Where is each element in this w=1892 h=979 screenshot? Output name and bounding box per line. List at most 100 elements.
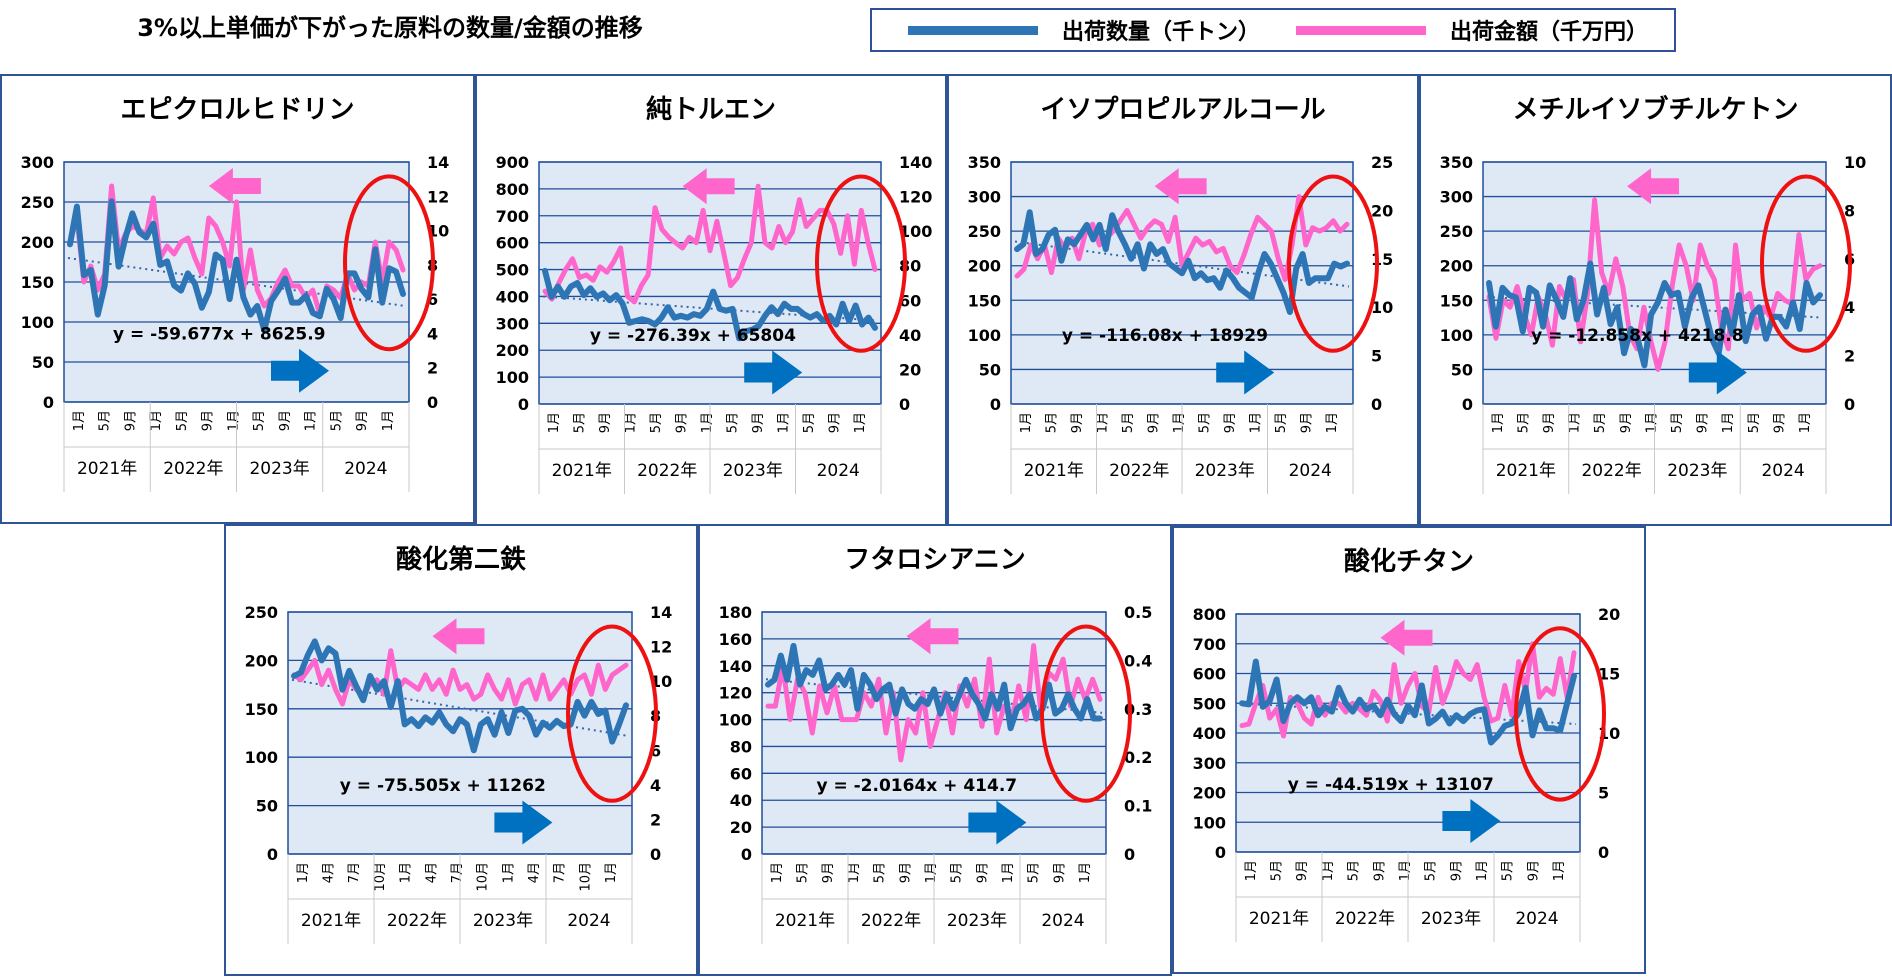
month-tick-label: 1月: [1568, 412, 1583, 433]
year-tick-label: 2022年: [163, 459, 223, 479]
y-tick-left: 50: [1451, 360, 1473, 379]
month-tick-label: 10月: [476, 862, 491, 892]
month-tick-label: 9月: [1300, 412, 1315, 433]
month-tick-label: 9月: [1052, 862, 1067, 883]
month-tick-label: 9月: [898, 862, 913, 883]
legend-line-quantity: [908, 25, 1038, 35]
trend-equation: y = -2.0164x + 414.7: [816, 776, 1017, 796]
y-tick-left: 40: [730, 791, 752, 810]
y-tick-right: 0.4: [1124, 651, 1152, 670]
trend-equation: y = -59.677x + 8625.9: [113, 325, 325, 345]
y-tick-right: 20: [1598, 605, 1620, 624]
year-tick-label: 2023年: [473, 911, 533, 931]
month-tick-label: 9月: [1223, 412, 1238, 433]
y-tick-left: 250: [968, 222, 1001, 241]
page-title: 3%以上単価が下がった原料の数量/金額の推移: [137, 14, 643, 42]
month-tick-label: 9月: [1070, 412, 1085, 433]
month-tick-label: 5月: [1197, 412, 1212, 433]
month-tick-label: 5月: [252, 410, 267, 431]
chart-title: エピクロルヒドリン: [120, 95, 354, 125]
year-tick-label: 2022年: [1109, 461, 1169, 481]
trend-equation: y = -12.858x + 4218.8: [1531, 326, 1743, 346]
y-tick-left: 400: [1193, 724, 1226, 743]
month-tick-label: 5月: [1044, 412, 1059, 433]
y-tick-left: 700: [496, 207, 529, 226]
chart-svg: フタロシアニン 0 20 40 60 80 100 120 140 160 180 0 0.1 0.2 0.…: [719, 545, 1152, 944]
trend-line: [542, 295, 878, 322]
month-tick-label: 1月: [700, 412, 715, 433]
highlight-ellipse: [815, 174, 907, 353]
month-tick-label: 5月: [796, 862, 811, 883]
month-tick-label: 1月: [1249, 412, 1264, 433]
y-tick-left: 300: [1193, 754, 1226, 773]
month-tick-label: 5月: [1270, 860, 1285, 881]
year-tick-label: 2023年: [723, 461, 783, 481]
month-tick-label: 9月: [201, 410, 216, 431]
month-tick-label: 9月: [821, 862, 836, 883]
month-tick-label: 5月: [98, 410, 113, 431]
left-axis-arrow-icon: [1154, 168, 1207, 205]
month-tick-label: 1月: [1244, 860, 1259, 881]
highlight-ellipse: [1287, 174, 1379, 353]
month-tick-label: 9月: [123, 410, 138, 431]
month-tick-label: 9月: [828, 412, 843, 433]
y-tick-right: 80: [899, 257, 921, 276]
month-tick-label: 1月: [1001, 862, 1016, 883]
y-tick-right: 14: [650, 603, 672, 622]
right-axis-arrow-icon: [968, 800, 1027, 845]
month-tick-label: 1月: [399, 862, 414, 883]
month-tick-label: 5月: [1501, 860, 1516, 881]
chart-panel-titanium-oxide: 酸化チタン 0 100 200 300 400 500 600 700 800 0 5 10 15 20 1月…: [1172, 526, 1646, 974]
left-axis-arrow-icon: [906, 618, 959, 655]
year-tick-label: 2023年: [1195, 461, 1255, 481]
month-tick-label: 1月: [226, 410, 241, 431]
month-tick-label: 7月: [450, 862, 465, 883]
highlight-ellipse: [566, 624, 658, 803]
y-tick-right: 8: [1844, 201, 1855, 220]
year-tick-label: 2024: [1289, 461, 1332, 481]
month-tick-label: 1月: [72, 410, 87, 431]
year-tick-label: 2024: [344, 459, 387, 479]
chart-panel-phthalocyanine: フタロシアニン 0 20 40 60 80 100 120 140 160 180 0 0.1 0.2 0.…: [698, 524, 1172, 976]
highlight-ellipse: [1514, 626, 1606, 802]
y-tick-right: 20: [1371, 201, 1393, 220]
month-tick-label: 1月: [847, 862, 862, 883]
month-tick-label: 10月: [578, 862, 593, 892]
month-tick-label: 9月: [1526, 860, 1541, 881]
month-tick-label: 1月: [777, 412, 792, 433]
month-tick-label: 10月: [373, 862, 388, 892]
month-tick-label: 1月: [1491, 412, 1506, 433]
y-tick-left: 0: [1462, 395, 1473, 414]
month-tick-label: 5月: [950, 862, 965, 883]
chart-title: 酸化第二鉄: [396, 544, 526, 575]
y-tick-right: 0: [899, 395, 910, 414]
highlight-ellipse: [343, 174, 435, 352]
month-tick-label: 9月: [751, 412, 766, 433]
year-tick-label: 2021年: [1249, 909, 1309, 929]
right-axis-arrow-icon: [744, 350, 803, 395]
chart-svg: 酸化チタン0100200300400500600700800051015201月…: [1193, 547, 1620, 942]
y-tick-left: 200: [968, 257, 1001, 276]
month-tick-label: 1月: [1321, 860, 1336, 881]
series-line-quantity: [67, 198, 406, 333]
left-axis-arrow-icon: [432, 618, 485, 655]
y-tick-left: 500: [496, 261, 529, 280]
y-tick-right: 100: [899, 222, 932, 241]
month-tick-label: 5月: [572, 412, 587, 433]
y-tick-right: 0: [1124, 845, 1135, 864]
month-tick-label: 1月: [1325, 412, 1340, 433]
y-tick-left: 100: [21, 313, 54, 332]
month-tick-label: 1月: [1398, 860, 1413, 881]
month-tick-label: 9月: [1696, 412, 1711, 433]
trend-equation: y = -276.39x + 65804: [590, 326, 796, 346]
y-tick-left: 0: [741, 845, 752, 864]
right-axis-arrow-icon: [271, 348, 329, 393]
right-axis-arrow-icon: [1688, 350, 1747, 395]
month-tick-label: 1月: [381, 410, 396, 431]
y-tick-left: 900: [496, 153, 529, 172]
month-tick-label: 1月: [304, 410, 319, 431]
y-tick-right: 15: [1371, 250, 1393, 269]
left-axis-arrow-icon: [208, 168, 261, 204]
y-tick-left: 250: [245, 603, 278, 622]
y-tick-left: 200: [1440, 257, 1473, 276]
